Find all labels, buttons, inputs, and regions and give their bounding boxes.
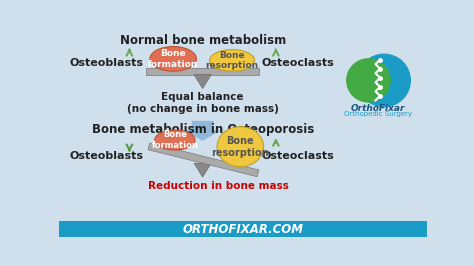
Text: Reduction in bone mass: Reduction in bone mass <box>148 181 289 191</box>
Text: Osteoclasts: Osteoclasts <box>262 59 335 68</box>
Circle shape <box>357 54 410 107</box>
Ellipse shape <box>217 127 264 167</box>
Polygon shape <box>194 163 211 177</box>
Text: Bone
resorption: Bone resorption <box>211 136 269 157</box>
Ellipse shape <box>210 50 255 71</box>
Text: Osteoblasts: Osteoblasts <box>69 59 143 68</box>
Circle shape <box>347 59 390 102</box>
Bar <box>148 143 259 177</box>
Text: Equal balance
(no change in bone mass): Equal balance (no change in bone mass) <box>127 92 279 114</box>
Text: OrthoFixar: OrthoFixar <box>351 103 405 113</box>
Text: ORTHOFIXAR.COM: ORTHOFIXAR.COM <box>182 223 303 235</box>
Ellipse shape <box>155 130 195 150</box>
Text: Bone
formation: Bone formation <box>152 130 198 150</box>
Polygon shape <box>194 75 211 89</box>
Bar <box>146 68 259 75</box>
Text: Bone
resorption: Bone resorption <box>206 51 259 70</box>
Text: Osteoclasts: Osteoclasts <box>262 151 335 161</box>
Text: Bone
formation: Bone formation <box>148 49 198 69</box>
Text: Osteoblasts: Osteoblasts <box>69 151 143 161</box>
Ellipse shape <box>150 47 196 71</box>
Polygon shape <box>184 121 221 141</box>
Text: Bone metabolism in Osteoporosis: Bone metabolism in Osteoporosis <box>91 123 314 136</box>
Text: Normal bone metabolism: Normal bone metabolism <box>119 34 286 47</box>
Text: Orthopedic Surgery: Orthopedic Surgery <box>344 111 412 117</box>
Bar <box>59 221 427 237</box>
